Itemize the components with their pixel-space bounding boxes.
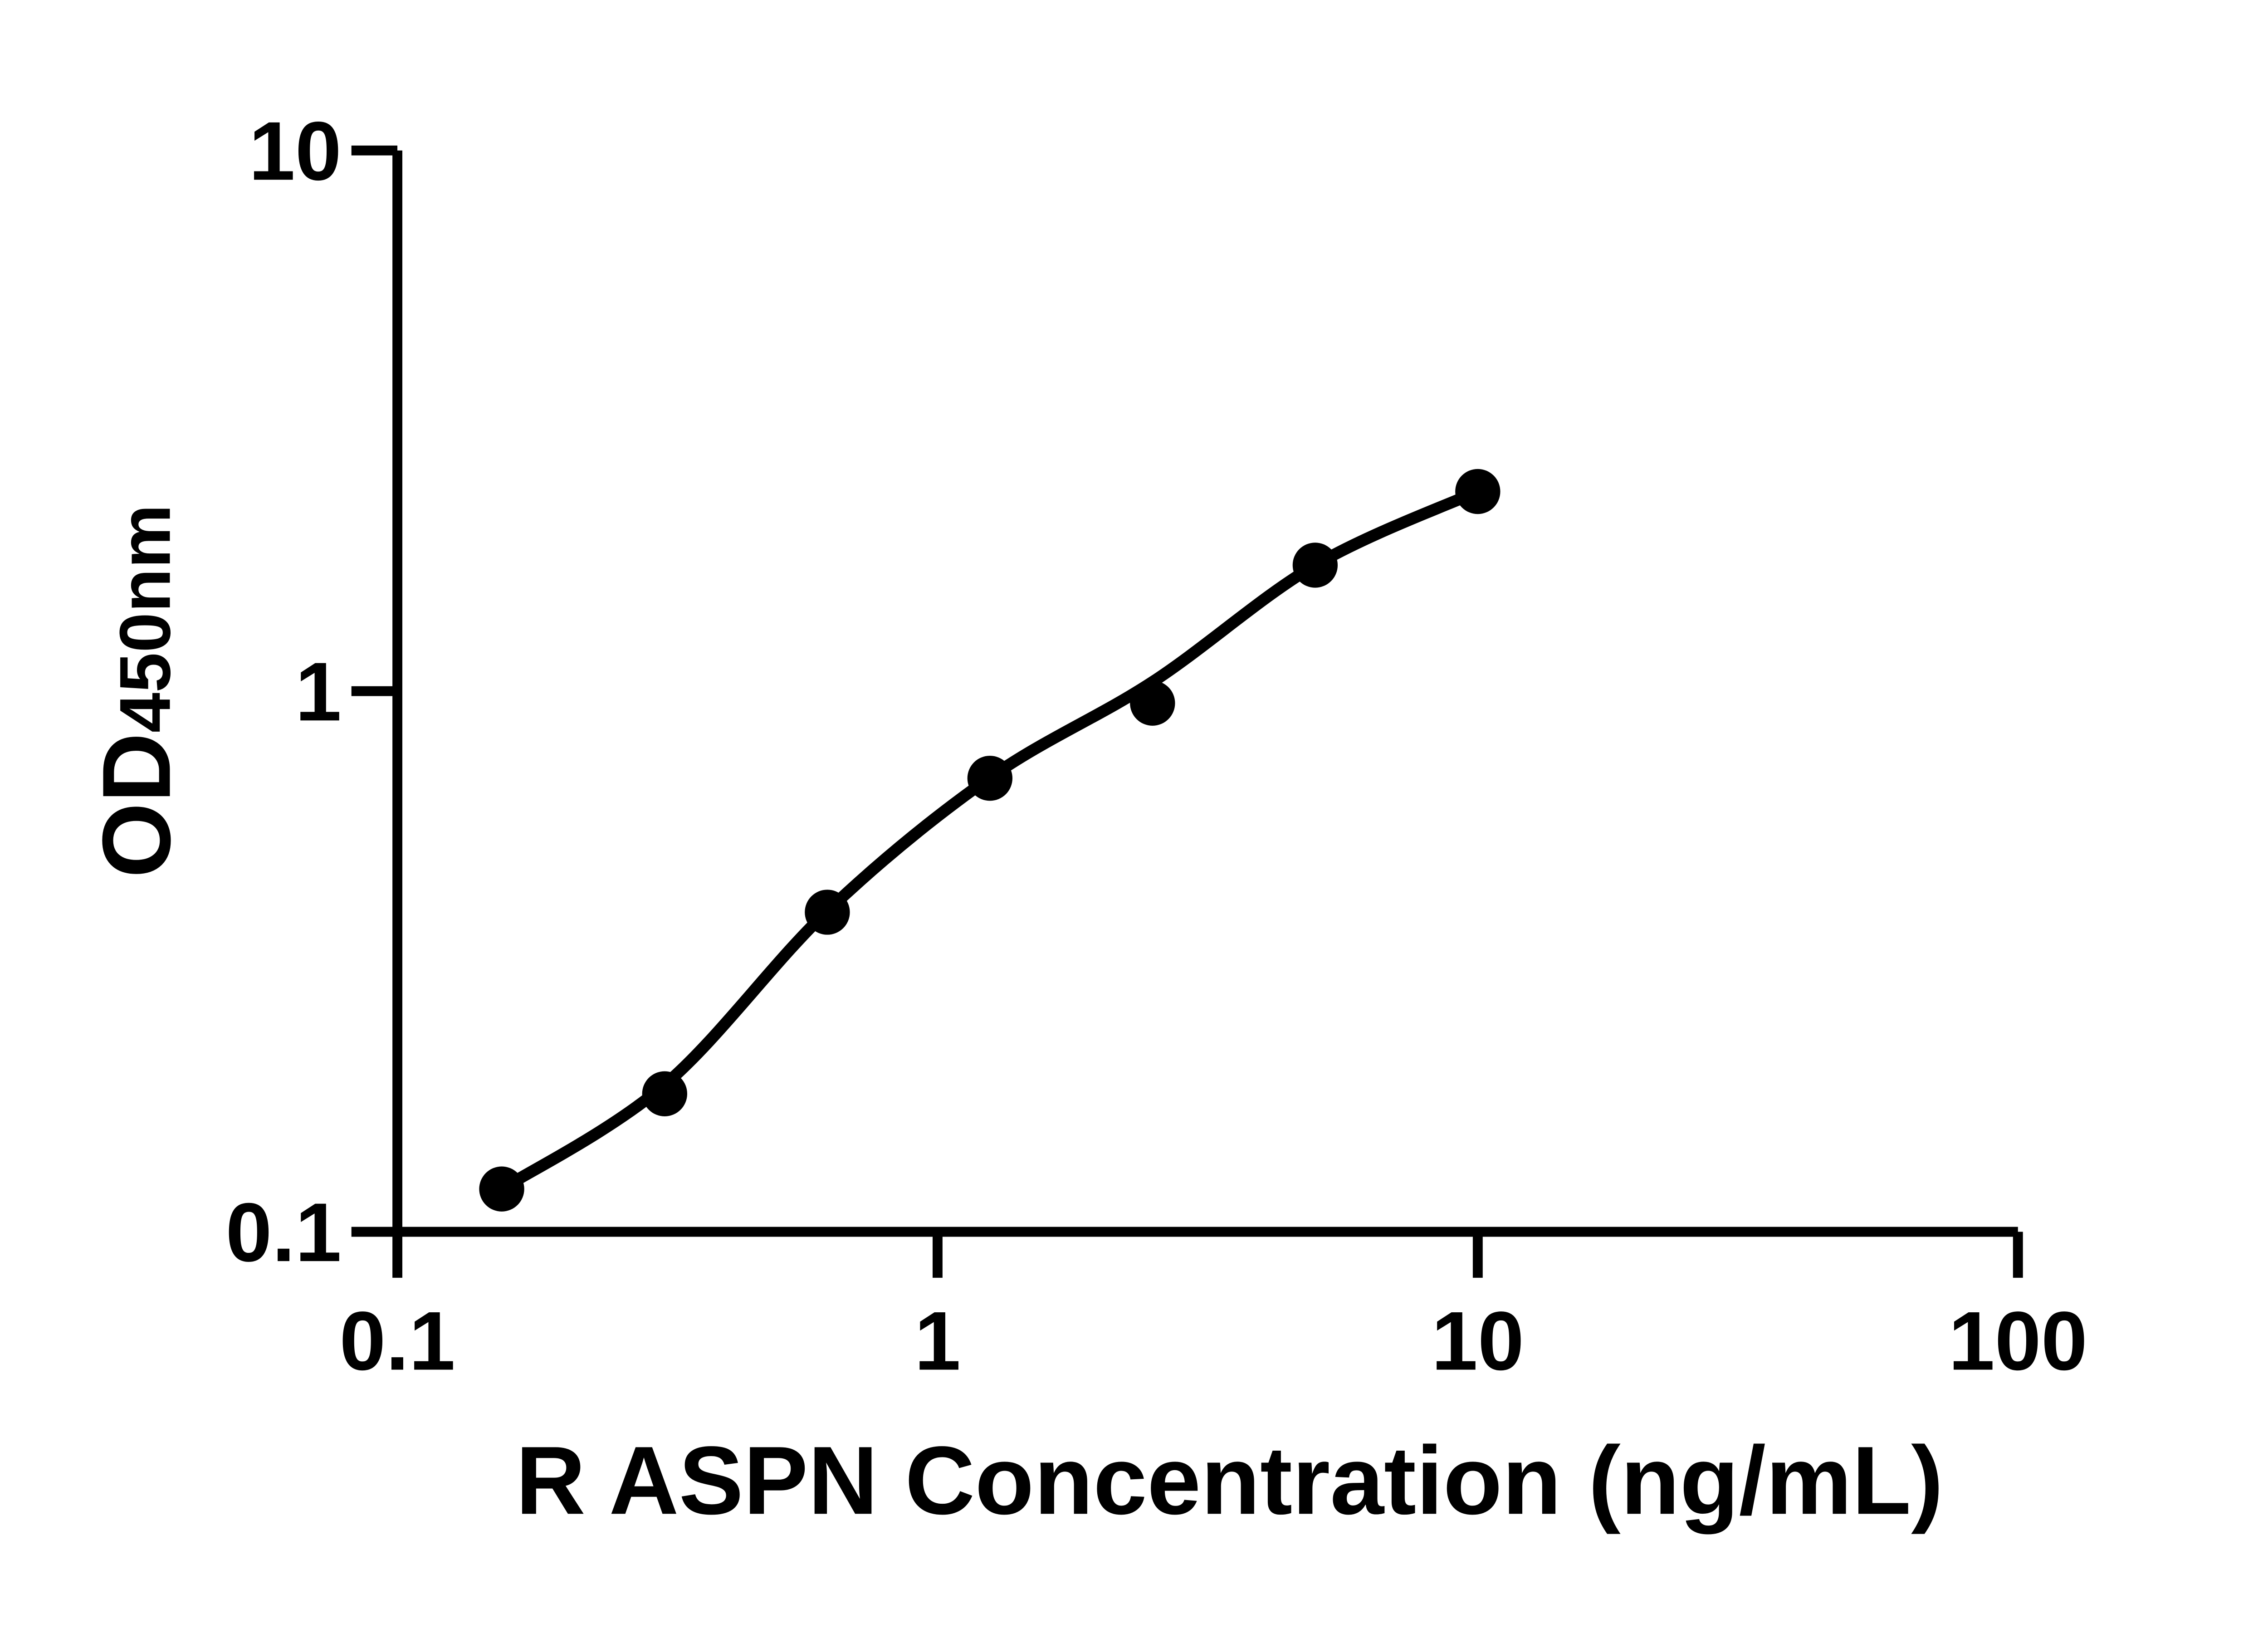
y-tick-label: 10: [249, 104, 342, 197]
plot-area: 0.1 1 10 0.1 1 10 100: [225, 104, 2087, 1387]
data-point: [1455, 469, 1501, 514]
x-tick-label: 0.1: [339, 1294, 455, 1387]
axes-frame: [392, 150, 2018, 1237]
x-axis-title: R ASPN Concentration (ng/mL): [516, 1427, 1944, 1535]
data-point: [967, 756, 1013, 801]
y-tick-label: 1: [295, 645, 342, 738]
data-point: [1292, 543, 1338, 588]
data-point: [805, 890, 850, 935]
x-tick-label: 10: [1432, 1294, 1524, 1387]
y-axis-title-main: OD: [83, 733, 191, 878]
data-point: [479, 1166, 524, 1212]
x-tick-label: 1: [914, 1294, 961, 1387]
data-point: [1130, 680, 1175, 726]
y-tick-label: 0.1: [225, 1186, 341, 1279]
x-tick-label: 100: [1948, 1294, 2087, 1387]
y-axis-title-subscript: 450nm: [104, 504, 185, 733]
data-point: [642, 1071, 688, 1116]
y-axis-title: OD450nm: [83, 504, 191, 878]
